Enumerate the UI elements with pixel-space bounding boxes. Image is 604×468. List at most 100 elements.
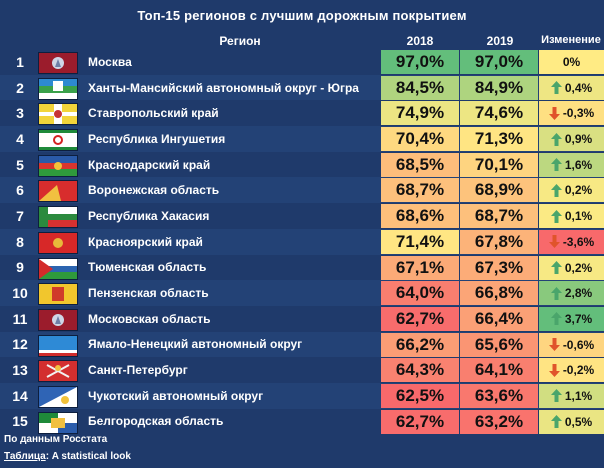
change-cell: 0%	[539, 50, 604, 74]
value-2018-cell: 68,7%	[381, 178, 459, 203]
source-note: По данным Росстата	[4, 434, 108, 445]
yamal-flag	[38, 334, 78, 357]
region-name: Москва	[88, 54, 132, 69]
table-credit-author: : A statistical look	[45, 451, 131, 462]
region-name: Пензенская область	[88, 286, 209, 301]
rank-number: 1	[16, 53, 24, 70]
change-cell: 0,2%	[539, 178, 604, 203]
value-2018-cell: 67,1%	[381, 255, 459, 280]
change-value: 0,2%	[564, 183, 593, 198]
value-2019-cell: 71,3%	[460, 127, 538, 152]
change-cell: 0,2%	[539, 255, 604, 280]
change-cell: 0,4%	[539, 75, 604, 100]
region-name: Ямало-Ненецкий автономный округ	[88, 337, 303, 352]
rank-number: 13	[12, 362, 28, 379]
rank-number: 11	[12, 310, 28, 327]
table-row: 1 Москва 97,0% 97,0% 0%	[0, 49, 604, 75]
region-name: Красноярский край	[88, 234, 203, 249]
change-value: 0,5%	[564, 414, 593, 429]
belgorod-flag	[38, 411, 78, 434]
value-2019-cell: 97,0%	[460, 50, 538, 74]
change-value: 3,7%	[564, 311, 593, 326]
arrow-up-icon	[550, 286, 565, 300]
region-name: Ставропольский край	[88, 106, 219, 121]
value-2018-cell: 97,0%	[381, 50, 459, 74]
chart-title: Топ-15 регионов с лучшим дорожным покрыт…	[137, 8, 467, 23]
change-value: -3,6%	[562, 234, 595, 249]
arrow-up-icon	[550, 158, 565, 172]
tyumen-flag	[38, 257, 78, 280]
arrow-up-icon	[550, 132, 565, 146]
value-2019-cell: 67,8%	[460, 229, 538, 254]
arrow-up-icon	[550, 209, 565, 223]
arrow-up-icon	[550, 415, 565, 429]
arrow-down-icon	[548, 106, 563, 120]
rank-number: 5	[16, 156, 24, 173]
change-value: 1,6%	[564, 157, 593, 172]
value-2019-cell: 66,4%	[460, 306, 538, 331]
region-name: Краснодарский край	[88, 157, 211, 172]
arrow-up-icon	[550, 261, 565, 274]
rank-number: 2	[16, 79, 24, 96]
table-row: 8 Красноярский край 71,4% 67,8% -3,6%	[0, 228, 604, 255]
value-2018-cell: 71,4%	[381, 229, 459, 254]
value-2018-cell: 84,5%	[381, 75, 459, 100]
arrow-up-icon	[550, 389, 565, 403]
khakassia-flag	[38, 206, 78, 229]
change-value: 0,9%	[564, 132, 593, 147]
krasnoyarsk-flag	[38, 231, 78, 254]
region-name: Тюменская область	[88, 260, 207, 275]
khmao-flag	[38, 77, 78, 100]
value-2019-cell: 67,3%	[460, 255, 538, 280]
penza-flag	[38, 283, 78, 306]
value-2019-cell: 84,9%	[460, 75, 538, 100]
table-row: 11 Московская область 62,7% 66,4% 3,7%	[0, 305, 604, 332]
rank-number: 14	[12, 387, 28, 404]
voronezh-flag	[38, 180, 78, 203]
value-2019-cell: 68,7%	[460, 204, 538, 229]
value-2019-cell: 66,8%	[460, 281, 538, 306]
change-cell: 1,6%	[539, 152, 604, 177]
arrow-up-icon	[550, 312, 565, 326]
moscow-oblast-flag	[38, 308, 78, 331]
chukotka-flag	[38, 385, 78, 408]
table-credit-label: Таблица	[4, 451, 46, 462]
moscow-flag	[38, 52, 78, 74]
arrow-up-icon	[550, 81, 565, 95]
krasnodar-flag	[38, 154, 78, 177]
value-2018-cell: 68,6%	[381, 204, 459, 229]
region-name: Ханты-Мансийский автономный округ - Югра	[88, 80, 359, 95]
change-value: -0,6%	[562, 337, 595, 352]
arrow-down-icon	[548, 338, 563, 352]
change-value: -0,3%	[562, 106, 595, 121]
value-2019-cell: 70,1%	[460, 152, 538, 177]
value-2018-cell: 62,7%	[381, 409, 459, 434]
change-value: -0,2%	[562, 363, 595, 378]
change-cell: 0,5%	[539, 409, 604, 434]
value-2018-cell: 74,9%	[381, 101, 459, 126]
table-row: 7 Республика Хакасия 68,6% 68,7% 0,1%	[0, 203, 604, 229]
table-row: 12 Ямало-Ненецкий автономный округ 66,2% 65…	[0, 331, 604, 358]
rank-number: 12	[12, 336, 28, 353]
rank-number: 7	[16, 207, 24, 224]
arrow-down-icon	[548, 235, 563, 249]
value-2018-cell: 68,5%	[381, 152, 459, 177]
region-name: Санкт-Петербург	[88, 363, 188, 378]
change-value: 2,8%	[564, 286, 593, 301]
rank-number: 15	[12, 413, 28, 430]
rank-number: 4	[16, 130, 24, 147]
ingushetia-flag	[38, 129, 78, 152]
value-2018-cell: 64,0%	[381, 281, 459, 306]
region-name: Воронежская область	[88, 183, 220, 198]
table-row: 2 Ханты-Мансийский автономный округ - Югр…	[0, 74, 604, 101]
ranking-table: 1 Москва 97,0% 97,0% 0% 2 Ханты-Мансийский авт…	[0, 49, 604, 435]
table-row: 6 Воронежская область 68,7% 68,9% 0,2%	[0, 177, 604, 204]
spb-flag	[38, 360, 78, 383]
value-2018-cell: 64,3%	[381, 358, 459, 383]
change-value: 0,4%	[564, 80, 593, 95]
table-credit: Таблица: A statistical look	[4, 451, 131, 462]
region-name: Чукотский автономный округ	[88, 388, 264, 403]
value-2019-cell: 68,9%	[460, 178, 538, 203]
change-cell: 1,1%	[539, 383, 604, 408]
change-cell: 3,7%	[539, 306, 604, 331]
